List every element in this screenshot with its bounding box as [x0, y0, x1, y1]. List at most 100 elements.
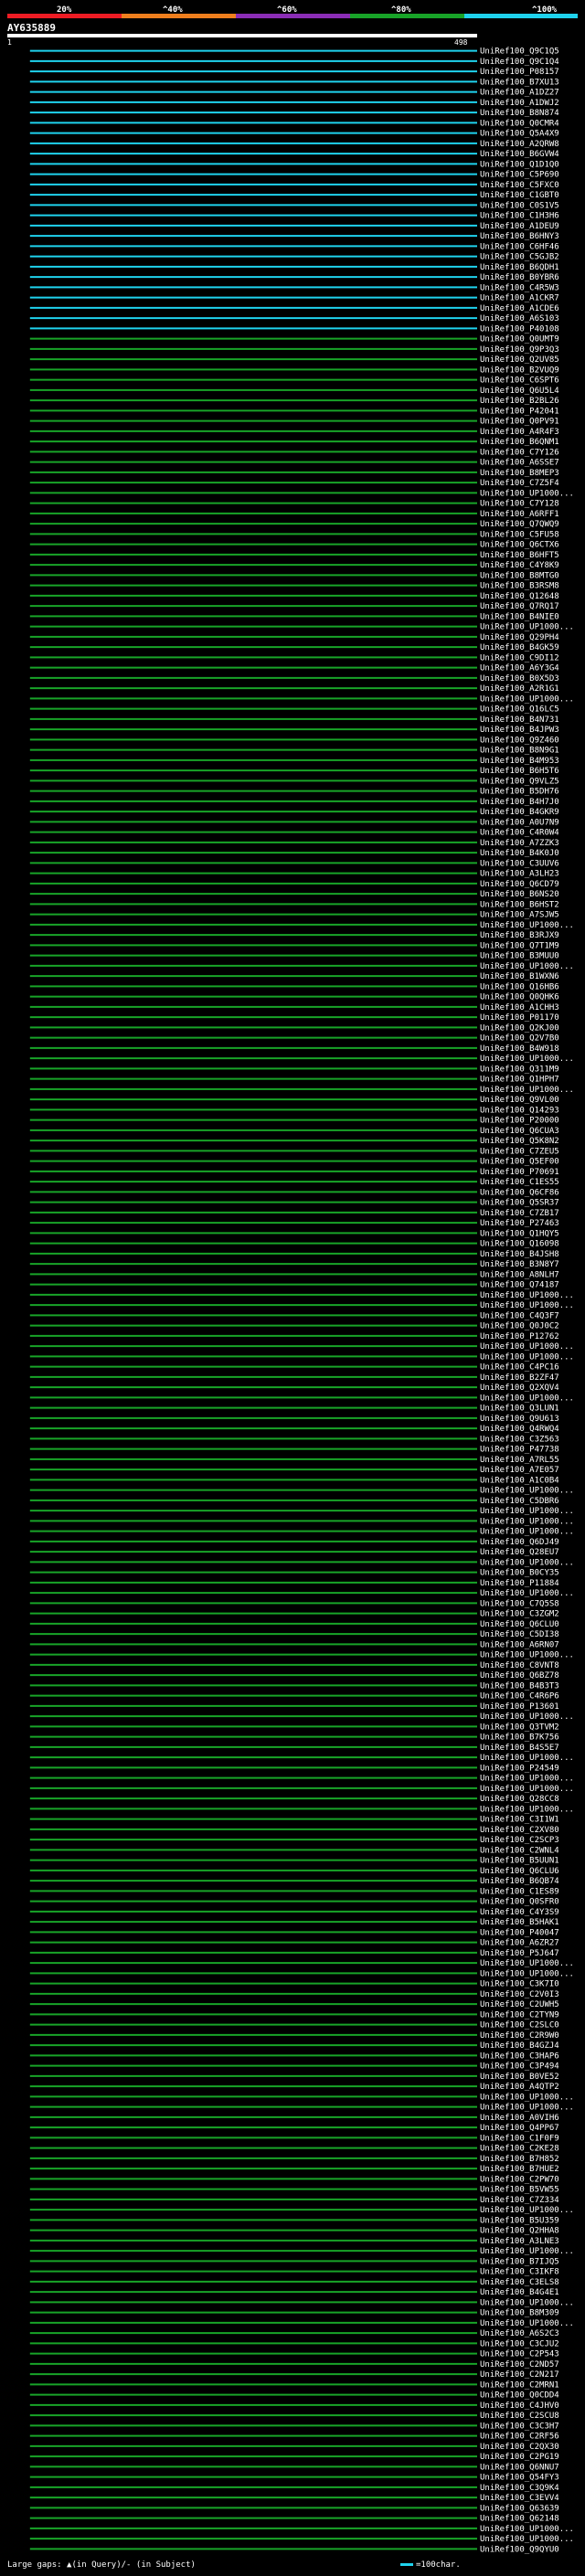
hit-label[interactable]: UniRef100_C2MRN1 [480, 2380, 559, 2390]
hit-label[interactable]: UniRef100_Q9U613 [480, 1415, 559, 1424]
hit-label[interactable]: UniRef100_Q5EF00 [480, 1158, 559, 1167]
hit-label[interactable]: UniRef100_Q62148 [480, 2515, 559, 2524]
hit-label[interactable]: UniRef100_P42041 [480, 407, 559, 416]
hit-label[interactable]: UniRef100_C2KE28 [480, 2145, 559, 2154]
hit-label[interactable]: UniRef100_A1DWJ2 [480, 99, 559, 108]
hit-label[interactable]: UniRef100_Q28EU7 [480, 1548, 559, 1557]
hit-label[interactable]: UniRef100_A6S103 [480, 314, 559, 323]
hit-label[interactable]: UniRef100_P01170 [480, 1013, 559, 1023]
hit-label[interactable]: UniRef100_Q74187 [480, 1281, 559, 1290]
hit-label[interactable]: UniRef100_Q14293 [480, 1106, 559, 1115]
hit-label[interactable]: UniRef100_Q0J0C2 [480, 1322, 559, 1331]
hit-label[interactable]: UniRef100_Q6NNU7 [480, 2463, 559, 2472]
hit-label[interactable]: UniRef100_P47738 [480, 1446, 559, 1455]
hit-label[interactable]: UniRef100_Q6CF86 [480, 1188, 559, 1197]
hit-label[interactable]: UniRef100_UP1000... [480, 1589, 574, 1598]
hit-label[interactable]: UniRef100_Q6DJ49 [480, 1538, 559, 1547]
hit-label[interactable]: UniRef100_Q9VLZ5 [480, 777, 559, 786]
hit-label[interactable]: UniRef100_Q6CD79 [480, 880, 559, 889]
hit-label[interactable]: UniRef100_C0S1V5 [480, 201, 559, 210]
hit-label[interactable]: UniRef100_P11884 [480, 1579, 559, 1588]
hit-label[interactable]: UniRef100_Q2KJ00 [480, 1023, 559, 1033]
hit-label[interactable]: UniRef100_UP1000... [480, 2525, 574, 2534]
hit-label[interactable]: UniRef100_Q9C1Q5 [480, 48, 559, 57]
hit-label[interactable]: UniRef100_A8NLH7 [480, 1270, 559, 1279]
hit-label[interactable]: UniRef100_A6Y3G4 [480, 664, 559, 673]
hit-label[interactable]: UniRef100_C1ES89 [480, 1887, 559, 1896]
hit-label[interactable]: UniRef100_C4R6P6 [480, 1692, 559, 1701]
hit-label[interactable]: UniRef100_B6HFT5 [480, 551, 559, 560]
hit-label[interactable]: UniRef100_C2V0I3 [480, 1990, 559, 1999]
hit-label[interactable]: UniRef100_C3ELS8 [480, 2278, 559, 2287]
hit-label[interactable]: UniRef100_UP1000... [480, 1394, 574, 1403]
hit-label[interactable]: UniRef100_A7RL55 [480, 1456, 559, 1465]
hit-label[interactable]: UniRef100_C7Y128 [480, 500, 559, 509]
hit-label[interactable]: UniRef100_C3Q9K4 [480, 2484, 559, 2493]
hit-label[interactable]: UniRef100_P27463 [480, 1219, 559, 1228]
hit-label[interactable]: UniRef100_P20000 [480, 1117, 559, 1126]
hit-label[interactable]: UniRef100_Q1HQY5 [480, 1229, 559, 1238]
hit-label[interactable]: UniRef100_Q9P3Q3 [480, 345, 559, 355]
hit-label[interactable]: UniRef100_B6QB74 [480, 1877, 559, 1886]
hit-label[interactable]: UniRef100_B4M953 [480, 757, 559, 766]
hit-label[interactable]: UniRef100_B8MEP3 [480, 469, 559, 478]
hit-label[interactable]: UniRef100_Q2XQV4 [480, 1383, 559, 1393]
hit-label[interactable]: UniRef100_B4K0J0 [480, 849, 559, 858]
hit-label[interactable]: UniRef100_Q3LUN1 [480, 1405, 559, 1414]
hit-label[interactable]: UniRef100_A2R1G1 [480, 684, 559, 694]
hit-label[interactable]: UniRef100_B0YBR6 [480, 273, 559, 282]
hit-label[interactable]: UniRef100_C1GBT0 [480, 191, 559, 200]
hit-label[interactable]: UniRef100_C1ES55 [480, 1178, 559, 1187]
hit-label[interactable]: UniRef100_C2PG19 [480, 2453, 559, 2462]
hit-label[interactable]: UniRef100_Q9C1Q4 [480, 58, 559, 67]
hit-label[interactable]: UniRef100_A1CHH3 [480, 1003, 559, 1012]
hit-label[interactable]: UniRef100_B7K756 [480, 1733, 559, 1743]
hit-label[interactable]: UniRef100_C3ZGM2 [480, 1610, 559, 1619]
hit-label[interactable]: UniRef100_B6H5T6 [480, 767, 559, 776]
hit-label[interactable]: UniRef100_C2TYN9 [480, 2010, 559, 2019]
hit-label[interactable]: UniRef100_C5P690 [480, 171, 559, 180]
hit-label[interactable]: UniRef100_A7ZZK3 [480, 839, 559, 848]
hit-label[interactable]: UniRef100_Q6CTX6 [480, 541, 559, 550]
hit-label[interactable]: UniRef100_UP1000... [480, 1352, 574, 1362]
hit-label[interactable]: UniRef100_B5HAK1 [480, 1918, 559, 1927]
hit-label[interactable]: UniRef100_C3UUV6 [480, 859, 559, 868]
hit-label[interactable]: UniRef100_B4G4E1 [480, 2288, 559, 2297]
hit-label[interactable]: UniRef100_Q5SR37 [480, 1199, 559, 1208]
hit-label[interactable]: UniRef100_Q12648 [480, 592, 559, 601]
hit-label[interactable]: UniRef100_C1H3H6 [480, 212, 559, 221]
hit-label[interactable]: UniRef100_B0VE52 [480, 2072, 559, 2082]
hit-label[interactable]: UniRef100_A1DEU9 [480, 222, 559, 231]
hit-label[interactable]: UniRef100_A0U7N9 [480, 818, 559, 827]
hit-label[interactable]: UniRef100_B2BL26 [480, 397, 559, 406]
hit-label[interactable]: UniRef100_UP1000... [480, 1301, 574, 1310]
hit-label[interactable]: UniRef100_B4GK59 [480, 643, 559, 652]
hit-label[interactable]: UniRef100_UP1000... [480, 489, 574, 498]
hit-label[interactable]: UniRef100_UP1000... [480, 1055, 574, 1064]
hit-label[interactable]: UniRef100_B4JPW3 [480, 726, 559, 735]
hit-label[interactable]: UniRef100_Q16LC5 [480, 705, 559, 715]
hit-label[interactable]: UniRef100_C4JHV0 [480, 2401, 559, 2411]
hit-label[interactable]: UniRef100_Q4PP67 [480, 2124, 559, 2133]
hit-label[interactable]: UniRef100_Q5K8N2 [480, 1137, 559, 1146]
hit-label[interactable]: UniRef100_B8M309 [480, 2309, 559, 2318]
hit-label[interactable]: UniRef100_A0VIH6 [480, 2114, 559, 2123]
hit-label[interactable]: UniRef100_B6NS20 [480, 890, 559, 899]
hit-label[interactable]: UniRef100_C4R5W3 [480, 283, 559, 292]
hit-label[interactable]: UniRef100_UP1000... [480, 2298, 574, 2307]
hit-label[interactable]: UniRef100_P12762 [480, 1332, 559, 1341]
hit-label[interactable]: UniRef100_C2P543 [480, 2350, 559, 2359]
hit-label[interactable]: UniRef100_Q1HPH7 [480, 1076, 559, 1085]
hit-label[interactable]: UniRef100_Q6CLU0 [480, 1620, 559, 1629]
hit-label[interactable]: UniRef100_UP1000... [480, 1517, 574, 1526]
hit-label[interactable]: UniRef100_Q2UV85 [480, 355, 559, 365]
hit-label[interactable]: UniRef100_C2RF56 [480, 2433, 559, 2442]
hit-label[interactable]: UniRef100_Q29PH4 [480, 633, 559, 642]
hit-label[interactable]: UniRef100_B6QDH1 [480, 263, 559, 272]
hit-label[interactable]: UniRef100_Q0UMT9 [480, 335, 559, 345]
hit-label[interactable]: UniRef100_Q1D1Q0 [480, 160, 559, 169]
hit-label[interactable]: UniRef100_Q63639 [480, 2504, 559, 2513]
hit-label[interactable]: UniRef100_UP1000... [480, 623, 574, 632]
hit-label[interactable]: UniRef100_A3LH23 [480, 870, 559, 879]
hit-label[interactable]: UniRef100_B5UUN1 [480, 1857, 559, 1866]
